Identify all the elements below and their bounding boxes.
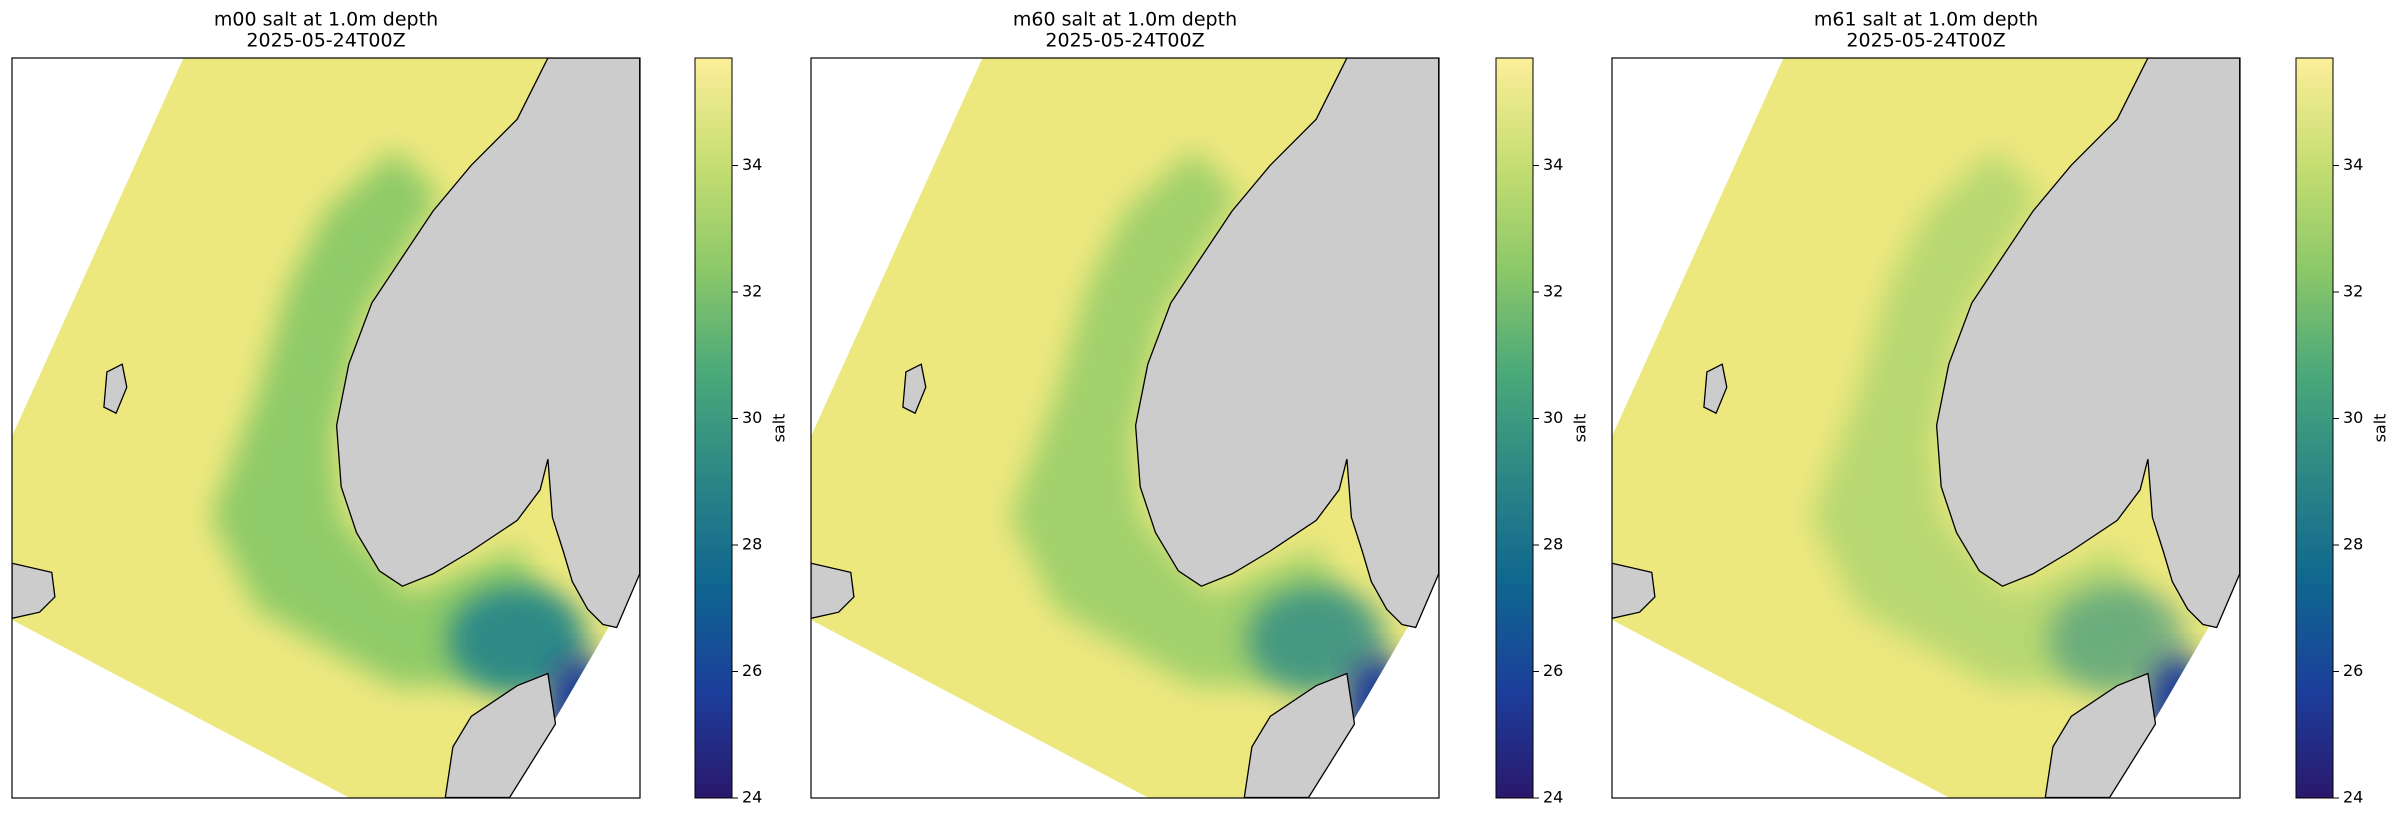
colorbar-tick-label: 24 — [742, 788, 762, 807]
panel-title: m00 salt at 1.0m depth — [214, 9, 438, 31]
colorbar-tick-label: 28 — [742, 535, 762, 554]
panel-subtitle: 2025-05-24T00Z — [246, 30, 405, 52]
colorbar-tick-label: 32 — [742, 282, 762, 301]
map — [12, 58, 640, 798]
colorbar-tick-label: 28 — [1543, 535, 1563, 554]
land-denmark — [1243, 672, 1356, 798]
land-norway — [1935, 58, 2240, 629]
land-shetland — [103, 363, 128, 415]
panel-subtitle: 2025-05-24T00Z — [1846, 30, 2005, 52]
land-shetland — [902, 363, 927, 415]
map-frame — [11, 57, 641, 799]
panel-title: m61 salt at 1.0m depth — [1814, 9, 2038, 31]
colorbar-tick-label: 30 — [1543, 408, 1563, 427]
panel-subtitle: 2025-05-24T00Z — [1045, 30, 1204, 52]
map — [1612, 58, 2240, 798]
colorbar-tick-label: 28 — [2343, 535, 2363, 554]
land-uk — [1612, 562, 1656, 619]
colorbar-tick-label: 30 — [2343, 408, 2363, 427]
map-frame — [1611, 57, 2241, 799]
colorbar-tick-label: 34 — [2343, 155, 2363, 174]
land-uk — [12, 562, 56, 619]
fresher-water — [1811, 149, 2164, 686]
land-norway — [1134, 58, 1439, 629]
colorbar-tick-label: 34 — [1543, 155, 1563, 174]
colorbar-label: salt — [770, 414, 789, 443]
colorbar-tick-label: 34 — [742, 155, 762, 174]
colorbar-tick-label: 24 — [1543, 788, 1563, 807]
colorbar-tick-label: 24 — [2343, 788, 2363, 807]
colorbar-tick-label: 32 — [1543, 282, 1563, 301]
colorbar — [2295, 57, 2334, 799]
skagerrak-low-salt — [2048, 586, 2187, 694]
skagerrak-low-salt — [448, 586, 587, 694]
land-denmark — [2044, 672, 2157, 798]
land-denmark — [444, 672, 557, 798]
skagerrak-low-salt — [1247, 586, 1386, 694]
fresher-water — [211, 149, 564, 686]
colorbar-label: salt — [1571, 414, 1590, 443]
colorbar — [694, 57, 733, 799]
fresher-water — [1010, 149, 1363, 686]
colorbar-label: salt — [2371, 414, 2390, 443]
land-uk — [811, 562, 855, 619]
colorbar-tick-label: 26 — [742, 661, 762, 680]
colorbar-tick-label: 32 — [2343, 282, 2363, 301]
land-shetland — [1703, 363, 1728, 415]
colorbar-tick-label: 26 — [2343, 661, 2363, 680]
colorbar-tick-label: 26 — [1543, 661, 1563, 680]
map-frame — [810, 57, 1440, 799]
colorbar — [1495, 57, 1534, 799]
land-norway — [335, 58, 640, 629]
map — [811, 58, 1439, 798]
colorbar-tick-label: 30 — [742, 408, 762, 427]
panel-title: m60 salt at 1.0m depth — [1013, 9, 1237, 31]
